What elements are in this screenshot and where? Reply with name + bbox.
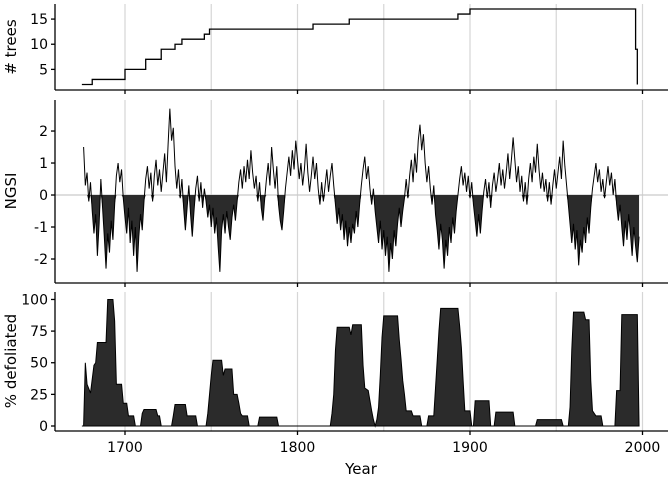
ngsi-line: [83, 108, 640, 272]
y-tick-label: 1: [39, 156, 48, 172]
xlabel-year: Year: [344, 460, 378, 478]
x-tick-label: 1900: [452, 440, 488, 456]
ylabel-num-trees: # trees: [2, 19, 20, 75]
ylabel-ngsi: NGSI: [2, 173, 20, 210]
x-tick-label: 1700: [107, 440, 143, 456]
y-tick-label: 75: [30, 324, 48, 340]
y-tick-label: 50: [30, 356, 48, 372]
defoliated-area: [81, 298, 640, 428]
ngsi-panel: -2 -1 0 1 2: [34, 100, 668, 287]
y-tick-label: 0: [39, 188, 48, 204]
y-tick-label: 10: [30, 37, 48, 53]
y-tick-label: -2: [34, 252, 48, 268]
y-tick-label: 15: [30, 12, 48, 28]
pct-defoliated-panel: 0 25 50 75 100 1700 1800 1900 2000: [21, 292, 668, 456]
ngsi-negative-fill: [83, 195, 640, 272]
num-trees-step-line: [81, 8, 638, 86]
x-tick-label: 1800: [280, 440, 316, 456]
y-tick-label: 2: [39, 124, 48, 140]
y-tick-label: 25: [30, 387, 48, 403]
y-tick-label: -1: [34, 220, 48, 236]
ylabel-pct-defoliated: % defoliated: [2, 314, 20, 408]
y-tick-label: 0: [39, 419, 48, 435]
x-tick-label: 2000: [625, 440, 661, 456]
num-trees-panel: 5 10 15: [30, 4, 668, 94]
y-tick-label: 100: [21, 292, 48, 308]
y-tick-label: 5: [39, 62, 48, 78]
